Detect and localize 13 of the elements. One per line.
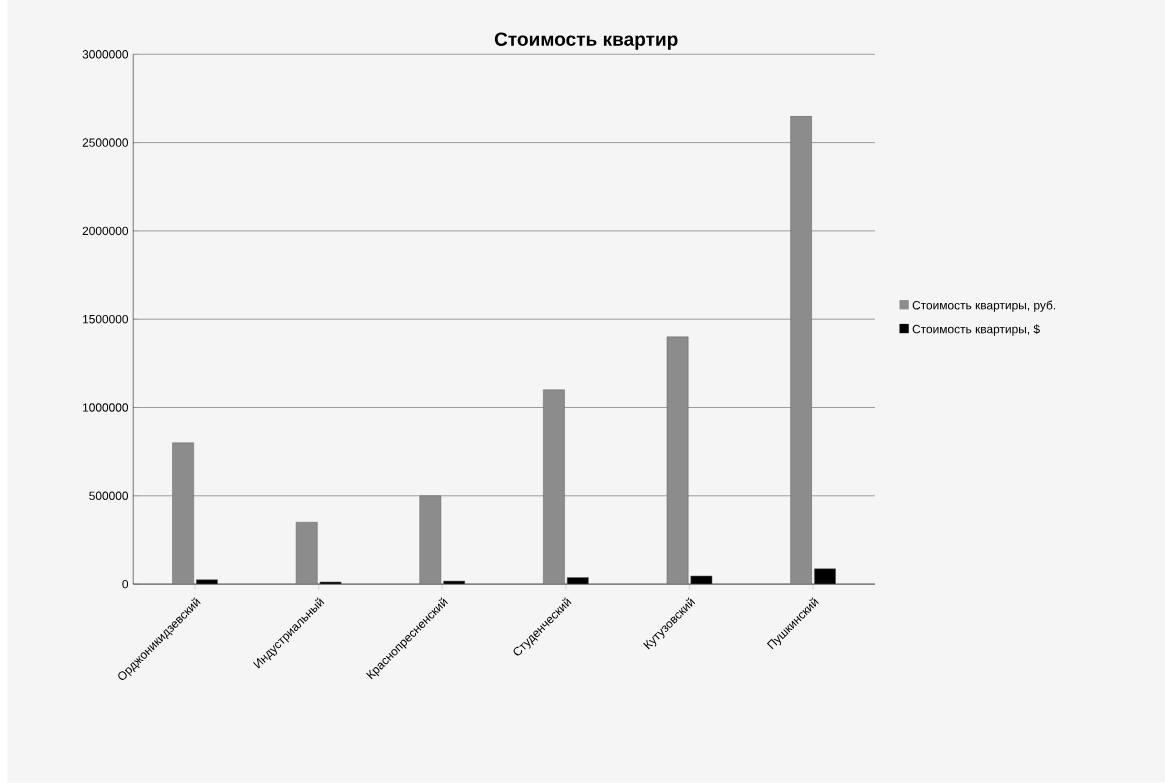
chart-title: Стоимость квартир bbox=[494, 32, 678, 50]
y-tick-label: 3000000 bbox=[82, 50, 129, 59]
y-tick-label: 2500000 bbox=[82, 138, 129, 147]
legend-label: Стоимость квартиры, $ bbox=[912, 324, 1040, 336]
y-tick-label: 500000 bbox=[89, 491, 129, 501]
y-tick-label: 1000000 bbox=[83, 403, 129, 412]
bar bbox=[543, 389, 565, 585]
bar bbox=[172, 442, 194, 585]
y-tick-label: 2000000 bbox=[82, 226, 129, 236]
legend-label: Стоимость квартиры, руб. bbox=[912, 300, 1056, 312]
y-tick-label: 1500000 bbox=[83, 315, 129, 324]
y-tick-label: 0 bbox=[122, 579, 129, 589]
bar bbox=[790, 115, 813, 585]
